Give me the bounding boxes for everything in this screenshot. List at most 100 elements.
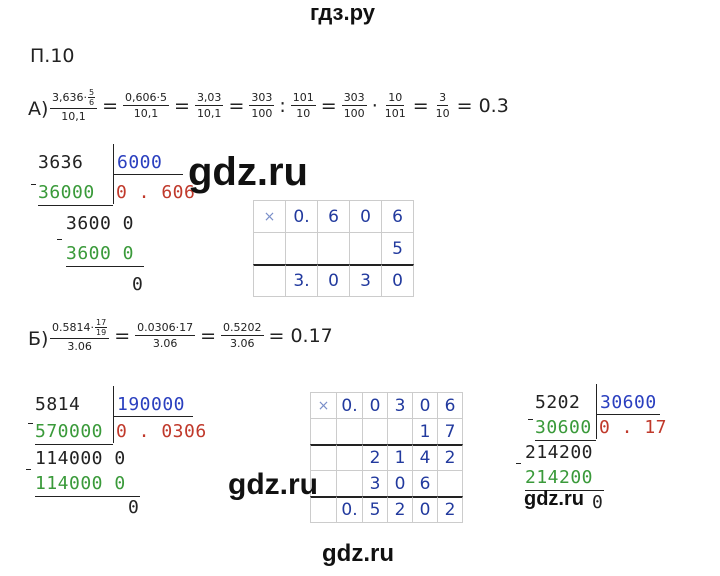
grid-cell: 0. xyxy=(336,496,363,523)
product-line xyxy=(35,444,113,445)
operator: = xyxy=(174,94,190,117)
minus xyxy=(57,239,62,240)
operator: = xyxy=(228,94,245,117)
minus xyxy=(31,184,36,185)
numerator-text: 10 xyxy=(388,91,403,104)
minus xyxy=(516,463,521,464)
grid-cell xyxy=(317,232,350,265)
operator: = xyxy=(114,324,131,347)
grid-cell xyxy=(387,418,413,445)
product: 3600 0 xyxy=(66,243,135,264)
product-line xyxy=(35,496,140,497)
watermark: gdz.ru xyxy=(228,468,318,501)
numerator-text: 303 xyxy=(251,91,273,104)
grid-cell: 0 xyxy=(381,264,414,297)
operator: = xyxy=(268,324,285,347)
site-header: гдз.ру xyxy=(310,0,375,25)
grid-cell: 0 xyxy=(387,470,413,497)
product-line xyxy=(66,266,144,267)
result: 0.3 xyxy=(478,94,509,117)
divisor-line xyxy=(113,416,193,417)
dividend: 3636 xyxy=(38,152,84,173)
denominator: 100 xyxy=(251,107,273,120)
result: 0 xyxy=(128,497,140,518)
grid-cell xyxy=(253,264,286,297)
denominator: 3.06 xyxy=(230,337,255,350)
product: 570000 xyxy=(35,421,104,442)
denominator: 100 xyxy=(343,107,365,120)
remainder: 3600 0 xyxy=(66,213,135,234)
grid-cell xyxy=(336,470,363,497)
product: 214200 xyxy=(525,467,594,488)
fraction: 0.0306·17 3.06 xyxy=(135,321,196,350)
numerator: 303 xyxy=(341,91,367,106)
numerator: 101 xyxy=(290,91,316,106)
grid-cell: 1 xyxy=(412,418,438,445)
equation: 0.5814· 17 19 3.06 = 0.0306·17 3.06 = 0.5202 3.06… xyxy=(48,318,336,353)
fraction: 3,03 10,1 xyxy=(194,91,224,120)
grid-cell: 5 xyxy=(362,496,388,523)
grid-cell: 0 xyxy=(362,392,388,419)
numerator-text: 0,606·5 xyxy=(125,91,168,104)
divisor: 30600 xyxy=(600,392,657,413)
operator: = xyxy=(412,94,429,117)
grid-cell xyxy=(362,418,388,445)
grid-cell: 4 xyxy=(412,444,438,471)
dividend: 5814 xyxy=(35,394,81,415)
numerator: 3,03 xyxy=(194,91,224,106)
operator: = xyxy=(456,94,473,117)
result: 0.17 xyxy=(290,324,333,347)
fraction: 10 101 xyxy=(383,91,408,120)
grid-cell: 7 xyxy=(437,418,463,445)
denominator: 10 xyxy=(296,107,311,120)
grid-cell: 0. xyxy=(285,200,318,233)
denominator: 10,1 xyxy=(196,107,222,120)
small-denominator: 19 xyxy=(96,328,107,337)
grid-cell: 2 xyxy=(362,444,388,471)
numerator-text: 303 xyxy=(343,91,365,104)
grid-cell xyxy=(336,418,363,445)
small-denominator: 6 xyxy=(89,98,95,107)
fraction: 303 100 xyxy=(249,91,275,120)
grid-cell xyxy=(253,232,286,265)
divisor-line xyxy=(596,414,660,415)
product: 30600 xyxy=(535,417,592,438)
fraction: 303 100 xyxy=(341,91,367,120)
grid-cell: 3. xyxy=(285,264,318,297)
product-line xyxy=(525,490,604,491)
grid-cell: 3 xyxy=(362,470,388,497)
grid-cell xyxy=(285,232,318,265)
denominator: 10,1 xyxy=(61,110,86,123)
denominator: 3.06 xyxy=(152,337,178,350)
grid-cell: 5 xyxy=(381,232,414,265)
grid-cell: 6 xyxy=(381,200,414,233)
numerator: 3 xyxy=(437,91,449,106)
part-label: А) xyxy=(28,98,49,120)
denominator: 101 xyxy=(384,107,406,120)
division-bar xyxy=(113,386,114,443)
grid-cell: 0 xyxy=(349,200,382,233)
numerator: 0.5814· 17 19 xyxy=(50,318,110,339)
grid-cell: 2 xyxy=(437,444,463,471)
grid-cell xyxy=(349,232,382,265)
fraction: 0.5814· 17 19 3.06 xyxy=(50,318,110,353)
product: 36000 xyxy=(38,182,95,203)
dividend: 5202 xyxy=(535,392,581,413)
watermark: gdz.ru xyxy=(524,488,584,510)
numerator: 303 xyxy=(249,91,275,106)
grid-cell xyxy=(310,444,337,471)
divisor: 6000 xyxy=(117,152,163,173)
denominator: 10 xyxy=(435,107,450,120)
remainder: 114000 0 xyxy=(35,448,126,469)
product-line xyxy=(38,205,113,206)
minus xyxy=(28,423,33,424)
grid-cell: 0. xyxy=(336,392,363,419)
numerator-text: 3,03 xyxy=(196,91,222,104)
small-numerator: 5 xyxy=(88,88,96,98)
operator: : xyxy=(279,94,286,117)
minus xyxy=(26,469,31,470)
operator: · xyxy=(371,94,378,117)
operator: = xyxy=(200,324,217,347)
grid-cell: 0 xyxy=(317,264,350,297)
